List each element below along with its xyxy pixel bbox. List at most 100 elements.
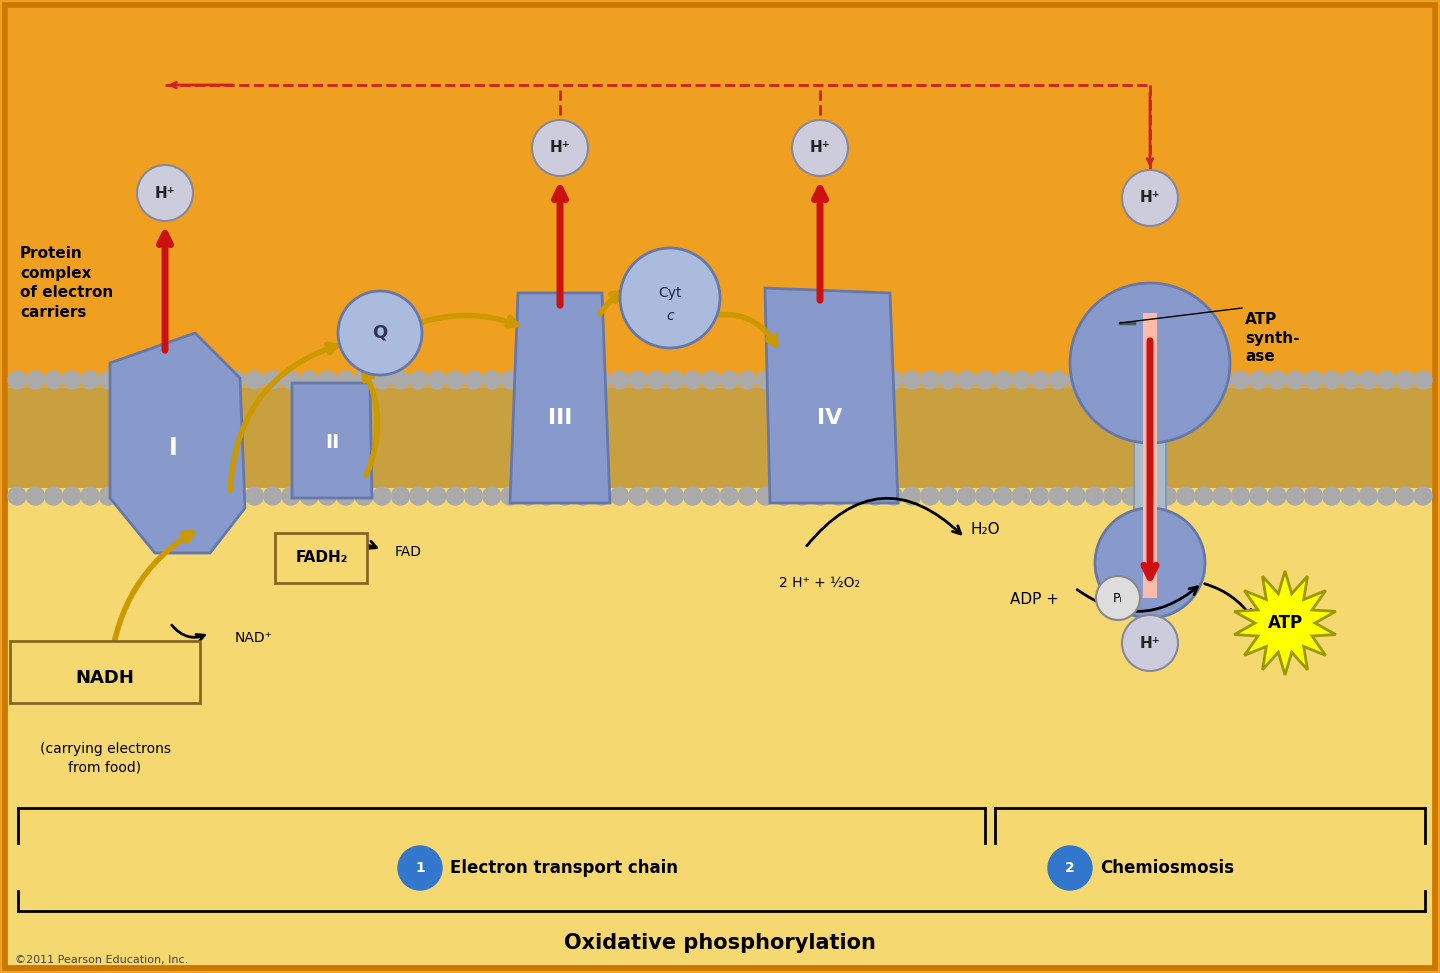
Circle shape bbox=[1286, 487, 1305, 505]
FancyBboxPatch shape bbox=[275, 533, 367, 583]
Circle shape bbox=[1269, 371, 1286, 389]
Circle shape bbox=[1323, 487, 1341, 505]
Circle shape bbox=[99, 487, 117, 505]
FancyBboxPatch shape bbox=[10, 641, 200, 703]
Circle shape bbox=[282, 487, 300, 505]
Circle shape bbox=[1414, 371, 1431, 389]
Circle shape bbox=[922, 487, 939, 505]
Circle shape bbox=[1103, 487, 1122, 505]
Circle shape bbox=[428, 487, 446, 505]
Circle shape bbox=[1176, 487, 1195, 505]
Circle shape bbox=[556, 371, 573, 389]
Text: NADH: NADH bbox=[75, 669, 134, 687]
Circle shape bbox=[1378, 371, 1395, 389]
Circle shape bbox=[756, 487, 775, 505]
Text: (carrying electrons
from food): (carrying electrons from food) bbox=[39, 741, 170, 775]
Circle shape bbox=[26, 487, 45, 505]
Text: H⁺: H⁺ bbox=[154, 186, 176, 200]
Text: 2 H⁺ + ½O₂: 2 H⁺ + ½O₂ bbox=[779, 576, 861, 590]
Text: H⁺: H⁺ bbox=[550, 140, 570, 156]
Circle shape bbox=[592, 487, 611, 505]
Circle shape bbox=[793, 371, 811, 389]
Circle shape bbox=[647, 487, 665, 505]
Circle shape bbox=[1122, 487, 1140, 505]
Circle shape bbox=[173, 371, 190, 389]
Circle shape bbox=[520, 371, 537, 389]
Circle shape bbox=[811, 487, 829, 505]
Circle shape bbox=[1122, 371, 1140, 389]
Circle shape bbox=[1048, 846, 1092, 890]
Circle shape bbox=[629, 487, 647, 505]
FancyBboxPatch shape bbox=[196, 383, 210, 538]
Circle shape bbox=[1067, 487, 1086, 505]
FancyBboxPatch shape bbox=[553, 298, 567, 498]
Circle shape bbox=[154, 371, 171, 389]
Circle shape bbox=[354, 371, 373, 389]
Circle shape bbox=[739, 371, 756, 389]
FancyBboxPatch shape bbox=[9, 388, 1431, 488]
Circle shape bbox=[63, 371, 81, 389]
Circle shape bbox=[939, 371, 958, 389]
Circle shape bbox=[1122, 170, 1178, 226]
Text: ©2011 Pearson Education, Inc.: ©2011 Pearson Education, Inc. bbox=[14, 955, 189, 965]
Circle shape bbox=[9, 487, 26, 505]
Circle shape bbox=[428, 371, 446, 389]
Circle shape bbox=[1414, 487, 1431, 505]
Circle shape bbox=[446, 487, 464, 505]
Circle shape bbox=[1012, 371, 1030, 389]
Circle shape bbox=[867, 371, 884, 389]
Circle shape bbox=[575, 371, 592, 389]
Text: Chemiosmosis: Chemiosmosis bbox=[1100, 859, 1234, 877]
Circle shape bbox=[99, 371, 117, 389]
Circle shape bbox=[1012, 487, 1030, 505]
Circle shape bbox=[884, 487, 903, 505]
Circle shape bbox=[1341, 487, 1359, 505]
Circle shape bbox=[1086, 371, 1103, 389]
Text: I: I bbox=[168, 436, 177, 460]
Text: FAD: FAD bbox=[395, 545, 422, 559]
Circle shape bbox=[811, 371, 829, 389]
Circle shape bbox=[994, 371, 1012, 389]
Circle shape bbox=[739, 487, 756, 505]
Circle shape bbox=[63, 487, 81, 505]
Circle shape bbox=[867, 487, 884, 505]
Circle shape bbox=[282, 371, 300, 389]
Circle shape bbox=[373, 487, 392, 505]
Circle shape bbox=[501, 371, 518, 389]
Polygon shape bbox=[510, 293, 611, 503]
Circle shape bbox=[647, 371, 665, 389]
Circle shape bbox=[209, 371, 228, 389]
Circle shape bbox=[392, 487, 409, 505]
Text: II: II bbox=[325, 434, 340, 452]
Circle shape bbox=[45, 371, 62, 389]
Circle shape bbox=[354, 487, 373, 505]
Circle shape bbox=[903, 371, 920, 389]
Circle shape bbox=[1158, 371, 1176, 389]
Circle shape bbox=[621, 248, 720, 348]
Circle shape bbox=[537, 487, 556, 505]
Circle shape bbox=[1305, 487, 1322, 505]
Circle shape bbox=[337, 487, 354, 505]
Circle shape bbox=[520, 487, 537, 505]
Circle shape bbox=[884, 371, 903, 389]
Circle shape bbox=[829, 371, 848, 389]
Circle shape bbox=[592, 371, 611, 389]
Circle shape bbox=[264, 371, 282, 389]
Text: ATP
synth-
ase: ATP synth- ase bbox=[1246, 312, 1299, 364]
Text: FADH₂: FADH₂ bbox=[295, 551, 348, 565]
Circle shape bbox=[1231, 371, 1250, 389]
Circle shape bbox=[720, 371, 739, 389]
Circle shape bbox=[556, 487, 573, 505]
Polygon shape bbox=[1234, 571, 1336, 675]
Circle shape bbox=[501, 487, 518, 505]
Circle shape bbox=[81, 487, 99, 505]
Circle shape bbox=[1395, 371, 1414, 389]
Text: 1: 1 bbox=[415, 861, 425, 875]
Circle shape bbox=[1359, 371, 1377, 389]
Circle shape bbox=[300, 371, 318, 389]
Polygon shape bbox=[109, 333, 245, 553]
Text: 2: 2 bbox=[1066, 861, 1074, 875]
Polygon shape bbox=[765, 288, 899, 503]
Circle shape bbox=[1031, 487, 1048, 505]
Circle shape bbox=[665, 487, 684, 505]
